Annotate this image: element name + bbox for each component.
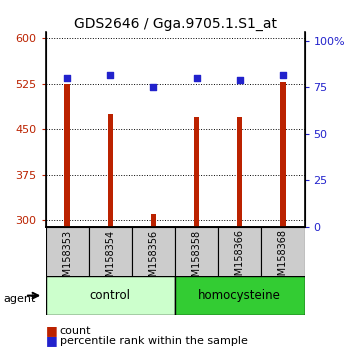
Text: GSM158356: GSM158356 xyxy=(148,229,159,289)
Text: GSM158366: GSM158366 xyxy=(235,229,245,289)
Bar xyxy=(280,82,286,227)
Bar xyxy=(64,84,70,227)
Text: GSM158368: GSM158368 xyxy=(278,229,288,289)
Text: count: count xyxy=(60,326,91,336)
Bar xyxy=(218,227,261,283)
Bar xyxy=(89,227,132,283)
Point xyxy=(280,72,286,77)
Point xyxy=(150,85,156,90)
Title: GDS2646 / Gga.9705.1.S1_at: GDS2646 / Gga.9705.1.S1_at xyxy=(74,17,276,31)
Text: control: control xyxy=(90,289,131,302)
Bar xyxy=(46,276,175,315)
Text: ■: ■ xyxy=(46,334,57,347)
Text: agent: agent xyxy=(4,294,36,304)
Point xyxy=(237,77,243,83)
Text: percentile rank within the sample: percentile rank within the sample xyxy=(60,336,247,346)
Point xyxy=(107,72,113,77)
Text: GSM158358: GSM158358 xyxy=(191,229,202,289)
Text: GSM158353: GSM158353 xyxy=(62,229,72,289)
Bar xyxy=(132,227,175,283)
Text: GSM158354: GSM158354 xyxy=(105,229,115,289)
Text: ■: ■ xyxy=(46,325,57,337)
Bar xyxy=(108,114,113,227)
Bar xyxy=(151,215,156,227)
Bar xyxy=(237,117,242,227)
Bar xyxy=(194,117,199,227)
Bar xyxy=(175,276,304,315)
Point xyxy=(64,75,70,81)
Bar xyxy=(46,227,89,283)
Bar xyxy=(175,227,218,283)
Text: homocysteine: homocysteine xyxy=(198,289,281,302)
Bar xyxy=(261,227,304,283)
Point xyxy=(194,75,199,81)
